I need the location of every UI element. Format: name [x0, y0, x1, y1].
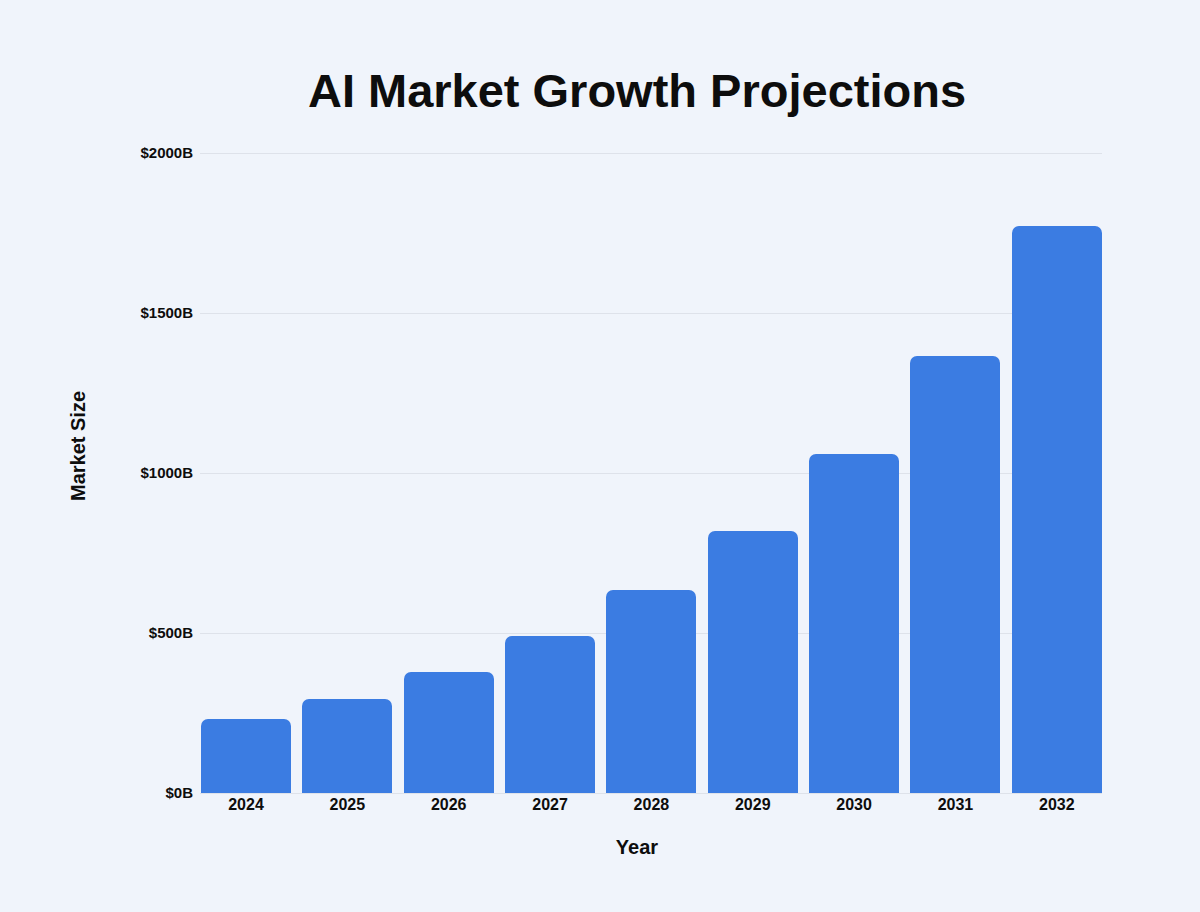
bar-2028	[606, 590, 696, 793]
bar-2024	[201, 719, 291, 794]
x-tick-label-2029: 2029	[708, 796, 798, 814]
bar-2030	[809, 454, 899, 793]
chart-title: AI Market Growth Projections	[137, 67, 1137, 114]
x-axis-title: Year	[137, 836, 1137, 859]
x-tick-label-2026: 2026	[404, 796, 494, 814]
x-tick-label-2030: 2030	[809, 796, 899, 814]
bar-2032	[1012, 226, 1102, 793]
gridline-1500	[200, 313, 1102, 314]
y-axis-title: Market Size	[66, 390, 91, 502]
bar-2027	[505, 636, 595, 793]
bar-2025	[302, 699, 392, 793]
x-tick-label-2031: 2031	[910, 796, 1000, 814]
y-tick-label-0: $0B	[165, 784, 193, 802]
x-tick-label-2028: 2028	[606, 796, 696, 814]
y-tick-label-1500: $1500B	[140, 304, 193, 322]
gridline-2000	[200, 153, 1102, 154]
x-tick-label-2025: 2025	[302, 796, 392, 814]
y-tick-label-2000: $2000B	[140, 144, 193, 162]
bar-2029	[708, 531, 798, 793]
x-tick-label-2032: 2032	[1012, 796, 1102, 814]
plot-area	[200, 153, 1102, 793]
bar-2026	[404, 672, 494, 794]
y-tick-label-500: $500B	[149, 624, 193, 642]
x-tick-label-2024: 2024	[201, 796, 291, 814]
x-tick-label-2027: 2027	[505, 796, 595, 814]
y-tick-label-1000: $1000B	[140, 464, 193, 482]
bar-2031	[910, 356, 1000, 793]
